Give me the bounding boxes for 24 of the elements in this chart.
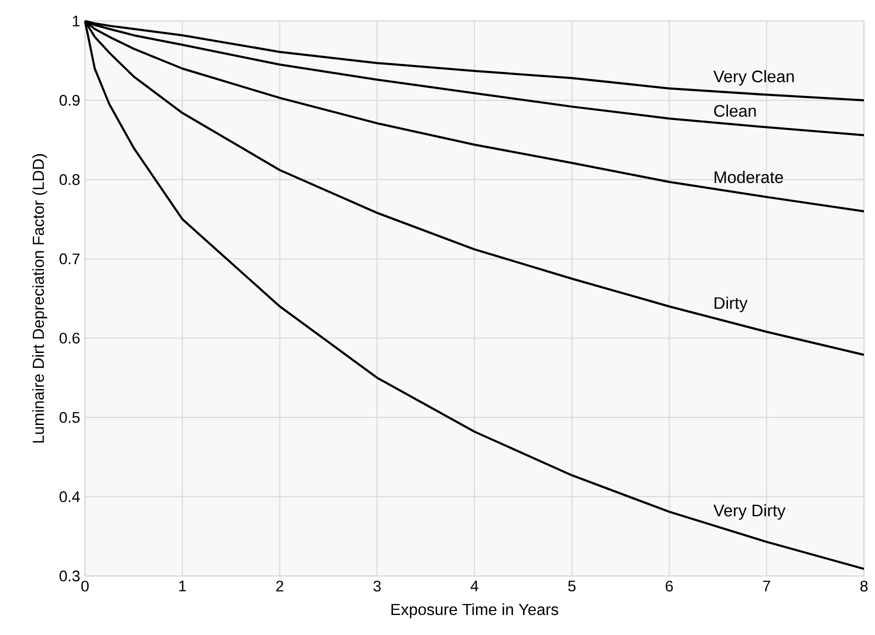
x-tick-label: 7 — [763, 580, 770, 592]
x-tick-label: 0 — [81, 580, 89, 592]
series-label: Very Dirty — [713, 504, 786, 520]
series-label: Very Clean — [713, 70, 794, 86]
y-axis-title: Luminaire Dirt Depreciation Factor (LDD) — [32, 154, 48, 443]
y-tick-label: 0.6 — [60, 332, 80, 344]
series-label: Clean — [714, 104, 756, 117]
y-tick-label: 0.8 — [60, 174, 80, 185]
x-tick-label: 4 — [470, 580, 478, 592]
x-axis-title: Exposure Time in Years — [391, 603, 558, 618]
series-label: Dirty — [714, 296, 748, 312]
y-tick-label: 0.4 — [60, 491, 80, 502]
x-tick-label: 2 — [276, 580, 284, 592]
x-tick-label: 8 — [860, 580, 868, 592]
y-tick-label: 0.7 — [60, 253, 80, 264]
y-tick-label: 1 — [72, 16, 80, 26]
y-tick-label: 0.3 — [60, 570, 80, 582]
x-tick-label: 3 — [373, 580, 381, 592]
x-tick-label: 1 — [179, 580, 186, 592]
series-label: Moderate — [714, 170, 783, 184]
x-tick-label: 5 — [568, 580, 576, 592]
y-tick-label: 0.9 — [60, 94, 80, 106]
y-tick-label: 0.5 — [60, 412, 80, 423]
x-tick-label: 6 — [666, 580, 673, 592]
